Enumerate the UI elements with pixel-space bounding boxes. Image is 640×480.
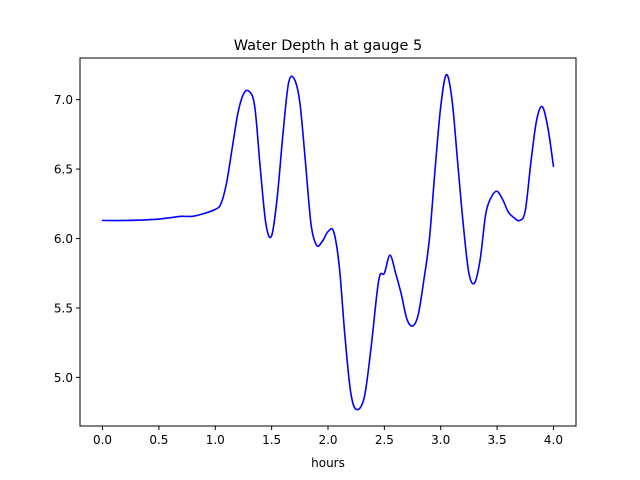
plot-frame	[79, 57, 577, 427]
x-tick-label: 2.0	[318, 433, 337, 447]
plot-area	[101, 73, 555, 411]
y-tick-label: 6.5	[54, 163, 73, 177]
x-tick-label: 0.0	[93, 433, 112, 447]
x-tick-label: 0.5	[149, 433, 168, 447]
x-tick-label: 1.0	[206, 433, 225, 447]
chart-title: Water Depth h at gauge 5	[234, 38, 422, 54]
x-tick-label: 1.5	[262, 433, 281, 447]
x-axis-ticks: 0.0 0.5 1.0 1.5 2.0 2.5 3.0 3.5 4.0	[93, 426, 563, 447]
y-tick-label: 5.0	[54, 371, 73, 385]
y-tick-label: 7.0	[54, 93, 73, 107]
x-tick-label: 3.5	[488, 433, 507, 447]
y-tick-label: 5.5	[54, 301, 73, 315]
x-tick-label: 4.0	[544, 433, 563, 447]
series-line	[101, 73, 555, 411]
y-tick-label: 6.0	[54, 232, 73, 246]
x-tick-label: 2.5	[375, 433, 394, 447]
x-axis-label: hours	[311, 456, 345, 470]
x-tick-label: 3.0	[431, 433, 450, 447]
y-axis-ticks: 5.0 5.5 6.0 6.5 7.0	[54, 93, 80, 385]
